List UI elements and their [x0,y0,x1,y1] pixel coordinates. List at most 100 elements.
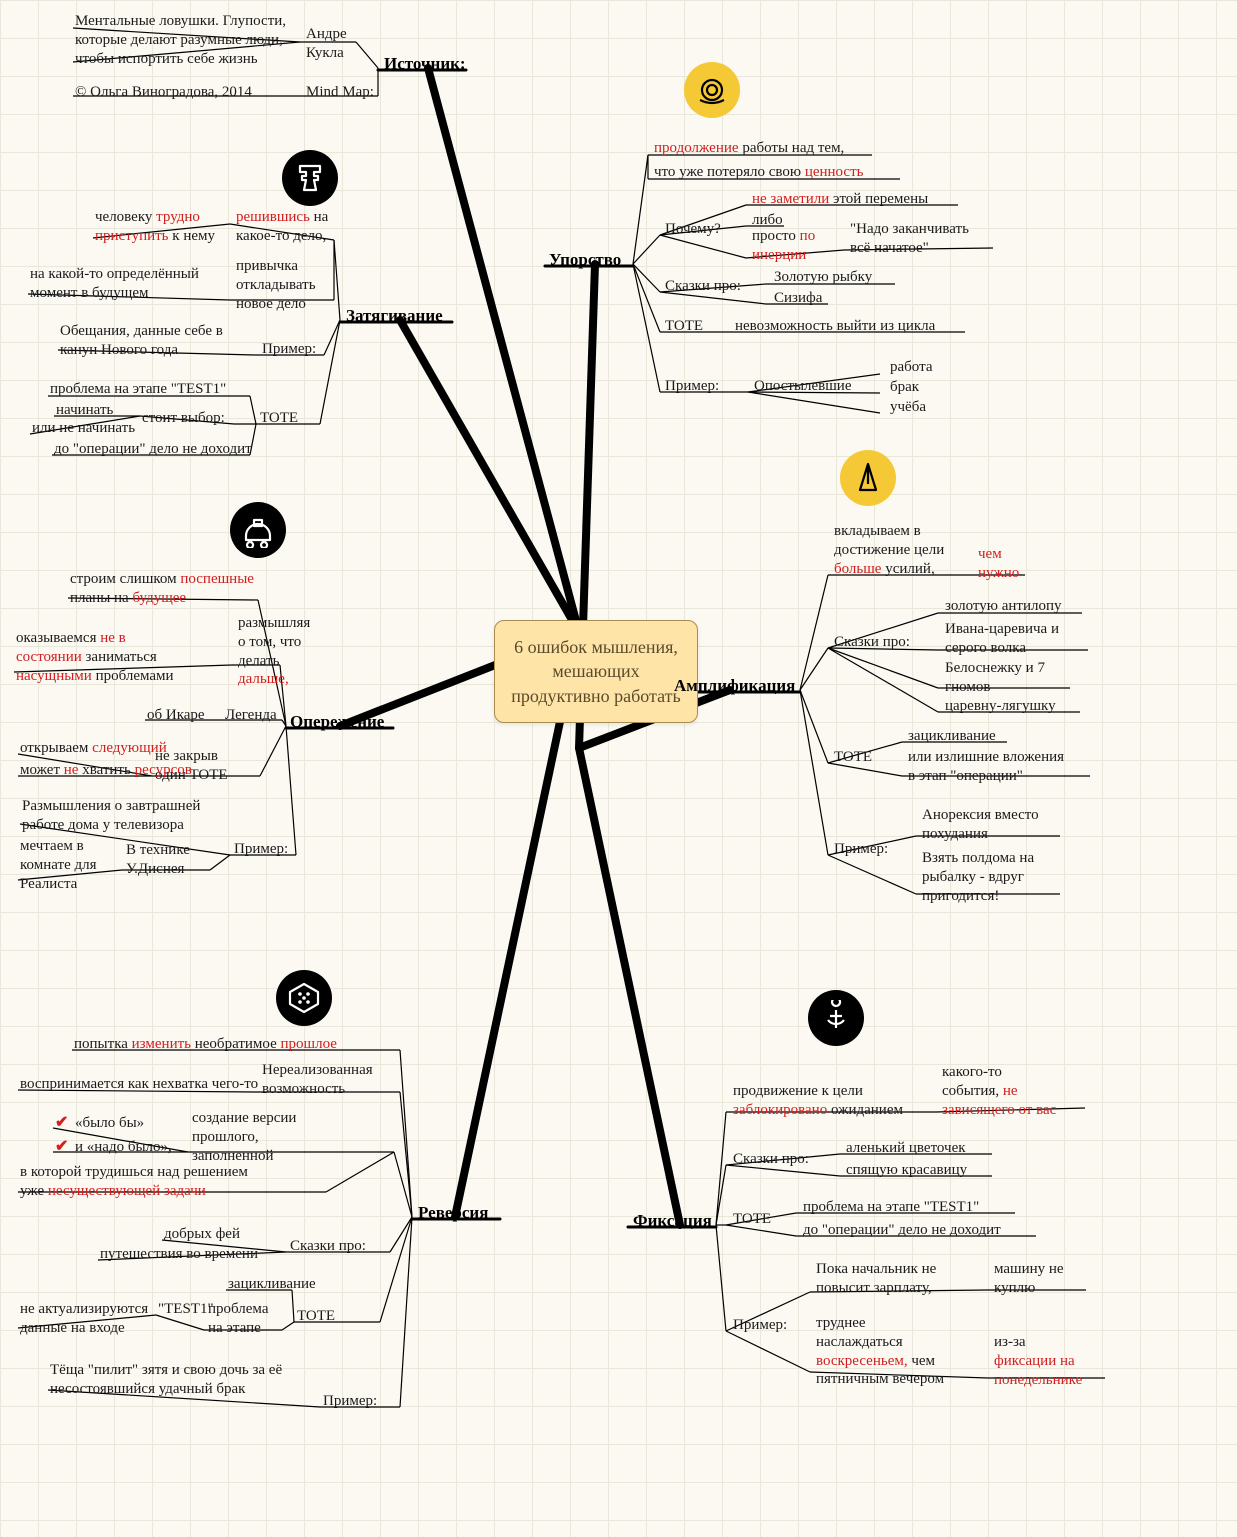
leaf-55: TOTE [665,317,703,338]
anchor-icon [808,990,864,1046]
leaf-33: создание версиипрошлого,заполненной [192,1109,296,1167]
snail-icon [684,62,740,118]
branch-source: Источник: [384,53,466,76]
leaf-59: работа [890,358,933,379]
leaf-20: Легенда [225,706,277,727]
leaf-5: решившись накакое-то дело, [236,208,328,248]
branch-ahead: Опережение [290,711,384,734]
leaf-18: оказываемся не всостоянии заниматьсянасу… [16,629,174,687]
leaf-12: стоит выбор: [142,409,225,430]
leaf-24: Размышления о завтрашнейработе дома у те… [22,797,200,837]
leaf-14: или не начинать [32,419,135,440]
leaf-13: TOTE [260,409,298,430]
leaf-58: Опостылевшие [754,377,852,398]
leaf-49: просто поинерции [752,227,815,267]
leaf-50: "Надо заканчиватьвсё начатое" [850,220,969,260]
dice-icon [276,970,332,1026]
leaf-60: брак [890,378,919,399]
leaf-35: добрых фей [164,1225,240,1246]
leaf-85: машину некуплю [994,1260,1064,1300]
leaf-51: Почему? [665,220,721,241]
leaf-82: до "операции" дело не доходит [803,1221,1001,1242]
leaf-29: Нереализованнаявозможность [262,1061,373,1101]
leaf-4: человеку трудноприступить к нему [95,208,215,248]
leaf-28: попытка изменить необратимое прошлое [74,1035,337,1056]
leaf-56: невозможность выйти из цикла [735,317,935,338]
central-title: 6 ошибок мышления, мешающих продуктивно … [511,637,681,706]
leaf-65: золотую антилопу [945,597,1062,618]
leaf-17: размышляяо том, чтоделатьдальше, [238,614,310,691]
leaf-19: об Икаре [147,706,205,727]
tap-icon [282,150,338,206]
leaf-76: какого-тособытия, независящего от вас [942,1063,1056,1121]
leaf-40: "TEST1" [158,1300,214,1321]
leaf-42: TOTE [297,1307,335,1328]
leaf-9: Пример: [262,340,316,361]
leaf-80: TOTE [733,1210,771,1231]
leaf-15: до "операции" дело не доходит [54,440,252,461]
leaf-27: мечтаем вкомнате дляРеалиста [20,837,97,895]
leaf-25: Пример: [234,840,288,861]
leaf-62: вкладываем вдостижение целибольше усилий… [834,522,944,580]
leaf-44: Пример: [323,1392,377,1413]
leaf-64: Сказки про: [834,633,910,654]
leaf-1: АндреКукла [306,25,347,65]
leaf-39: проблемана этапе [208,1300,268,1340]
leaf-75: продвижение к целизаблокировано ожидание… [733,1082,903,1122]
leaf-3: Mind Map: [306,83,374,104]
leaf-0: Ментальные ловушки. Глупости,которые дел… [75,12,286,70]
leaf-41: не актуализируютсяданные на входе [20,1300,148,1340]
leaf-84: Пока начальник неповысит зарплату, [816,1260,936,1300]
leaf-72: Пример: [834,840,888,861]
leaf-78: аленький цветочек [846,1139,966,1160]
leaf-32: и «надо было», [55,1137,172,1159]
leaf-16: строим слишком поспешныепланы на будущее [70,570,254,610]
leaf-37: Сказки про: [290,1237,366,1258]
leaf-61: учёба [890,398,926,419]
leaf-10: проблема на этапе "TEST1" [50,380,226,401]
leaf-73: Анорексия вместопохудания [922,806,1039,846]
leaf-22: открываем следующий [20,739,167,760]
leaf-36: путешествия во времени [100,1245,258,1266]
leaf-52: Сказки про: [665,277,741,298]
branch-reversion: Реверсия [418,1202,488,1225]
leaf-70: зацикливание [908,727,996,748]
leaf-54: Сизифа [774,289,822,310]
leaf-23: может не хватить ресурсов [20,761,192,782]
central-node: 6 ошибок мышления, мешающих продуктивно … [494,620,698,723]
leaf-81: проблема на этапе "TEST1" [803,1198,979,1219]
leaf-63: чемнужно [978,545,1019,585]
leaf-71: или излишние вложенияв этап "операции" [908,748,1064,788]
leaf-69: TOTE [834,748,872,769]
leaf-31: «было бы» [55,1113,144,1135]
leaf-38: зацикливание [228,1275,316,1296]
leaf-43: Тёща "пилит" зятя и свою дочь за еёнесос… [50,1361,282,1401]
leaf-2: © Ольга Виноградова, 2014 [75,83,252,104]
leaf-83: Пример: [733,1316,787,1337]
leaf-26: В техникеУ.Диснея [126,841,190,881]
branch-persistence: Упорство [549,249,621,272]
metronome-icon [840,450,896,506]
leaf-79: спящую красавицу [846,1161,967,1182]
leaf-45: продолжение работы над тем, [654,139,844,160]
leaf-68: царевну-лягушку [945,697,1056,718]
leaf-67: Белоснежку и 7гномов [945,659,1045,699]
branch-delay: Затягивание [346,305,443,328]
branch-amplification: Амплификация [674,675,795,698]
leaf-6: привычкаоткладыватьновое дело [236,257,316,315]
branch-fixation: Фиксация [633,1210,712,1233]
leaf-74: Взять полдома нарыбалку - вдругпригодитс… [922,849,1034,907]
leaf-66: Ивана-царевича исерого волка [945,620,1059,660]
leaf-30: воспринимается как нехватка чего-то [20,1075,258,1096]
leaf-8: Обещания, данные себе вканун Нового года [60,322,223,362]
leaf-87: из-зафиксации напонедельнике [994,1333,1082,1391]
leaf-7: на какой-то определённыймомент в будущем [30,265,199,305]
leaf-57: Пример: [665,377,719,398]
leaf-77: Сказки про: [733,1150,809,1171]
leaf-46: что уже потеряло свою ценность [654,163,863,184]
leaf-53: Золотую рыбку [774,268,872,289]
leaf-47: не заметили этой перемены [752,190,928,211]
train-icon [230,502,286,558]
leaf-86: труднеенаслаждатьсявоскресеньем, чемпятн… [816,1314,944,1391]
leaf-34: в которой трудишься над решениемуже несу… [20,1163,248,1203]
